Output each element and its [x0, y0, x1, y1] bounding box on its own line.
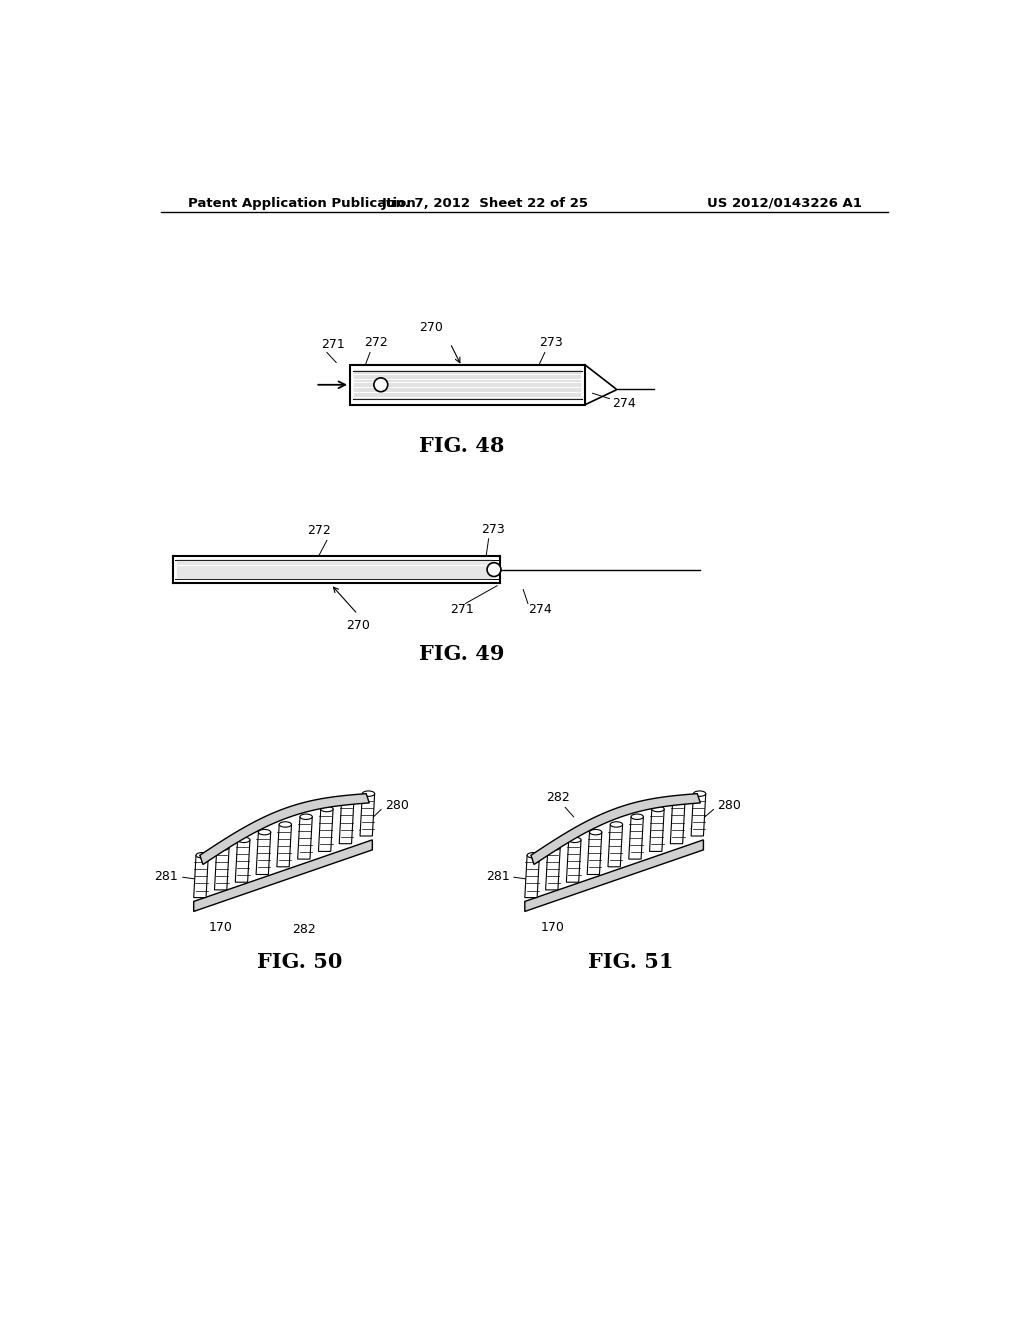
- Polygon shape: [236, 840, 250, 882]
- Text: 272: 272: [307, 524, 331, 537]
- Text: 272: 272: [364, 337, 388, 350]
- Polygon shape: [671, 801, 685, 843]
- Ellipse shape: [362, 791, 375, 796]
- Ellipse shape: [590, 829, 602, 834]
- Polygon shape: [200, 793, 370, 865]
- Text: 170: 170: [209, 921, 233, 933]
- Text: 281: 281: [485, 870, 509, 883]
- Polygon shape: [546, 847, 560, 890]
- Text: FIG. 50: FIG. 50: [257, 952, 343, 972]
- Ellipse shape: [280, 822, 292, 828]
- Text: 271: 271: [321, 338, 344, 351]
- Polygon shape: [524, 840, 703, 911]
- Ellipse shape: [652, 807, 665, 812]
- Ellipse shape: [631, 814, 643, 820]
- Circle shape: [487, 562, 501, 577]
- Ellipse shape: [568, 837, 581, 842]
- Text: 270: 270: [346, 619, 370, 632]
- Polygon shape: [194, 855, 208, 898]
- Polygon shape: [531, 793, 700, 865]
- Ellipse shape: [527, 853, 540, 858]
- Text: US 2012/0143226 A1: US 2012/0143226 A1: [708, 197, 862, 210]
- Ellipse shape: [610, 822, 623, 828]
- Text: FIG. 49: FIG. 49: [419, 644, 505, 664]
- Bar: [350, 364, 585, 405]
- Text: 271: 271: [450, 603, 473, 616]
- Text: 273: 273: [481, 523, 505, 536]
- Ellipse shape: [258, 829, 270, 834]
- Ellipse shape: [300, 814, 312, 820]
- Text: 281: 281: [155, 870, 178, 883]
- Text: 270: 270: [419, 321, 442, 334]
- Text: 274: 274: [611, 397, 636, 411]
- Polygon shape: [194, 840, 373, 911]
- Polygon shape: [298, 817, 312, 859]
- Text: 280: 280: [385, 799, 409, 812]
- Polygon shape: [214, 847, 229, 890]
- Polygon shape: [524, 855, 540, 898]
- Polygon shape: [276, 825, 292, 867]
- Ellipse shape: [548, 845, 560, 850]
- Ellipse shape: [342, 799, 354, 804]
- Polygon shape: [360, 793, 375, 836]
- Ellipse shape: [217, 845, 229, 850]
- Text: FIG. 48: FIG. 48: [419, 436, 505, 455]
- Text: 170: 170: [541, 921, 564, 933]
- Polygon shape: [566, 840, 581, 882]
- Ellipse shape: [693, 791, 706, 796]
- Ellipse shape: [673, 799, 685, 804]
- Polygon shape: [691, 793, 706, 836]
- Text: 282: 282: [292, 923, 315, 936]
- Text: 280: 280: [717, 799, 741, 812]
- Polygon shape: [629, 817, 643, 859]
- Text: Jun. 7, 2012  Sheet 22 of 25: Jun. 7, 2012 Sheet 22 of 25: [381, 197, 588, 210]
- Circle shape: [374, 378, 388, 392]
- Polygon shape: [339, 801, 354, 843]
- Ellipse shape: [196, 853, 208, 858]
- Polygon shape: [318, 809, 333, 851]
- Text: 274: 274: [528, 603, 552, 616]
- Polygon shape: [608, 825, 623, 867]
- Text: FIG. 51: FIG. 51: [589, 952, 674, 972]
- Text: 273: 273: [539, 337, 562, 350]
- Polygon shape: [256, 832, 270, 875]
- Polygon shape: [587, 832, 602, 875]
- Text: Patent Application Publication: Patent Application Publication: [188, 197, 416, 210]
- Text: 282: 282: [546, 791, 569, 804]
- Ellipse shape: [321, 807, 333, 812]
- Ellipse shape: [238, 837, 250, 842]
- Polygon shape: [649, 809, 665, 851]
